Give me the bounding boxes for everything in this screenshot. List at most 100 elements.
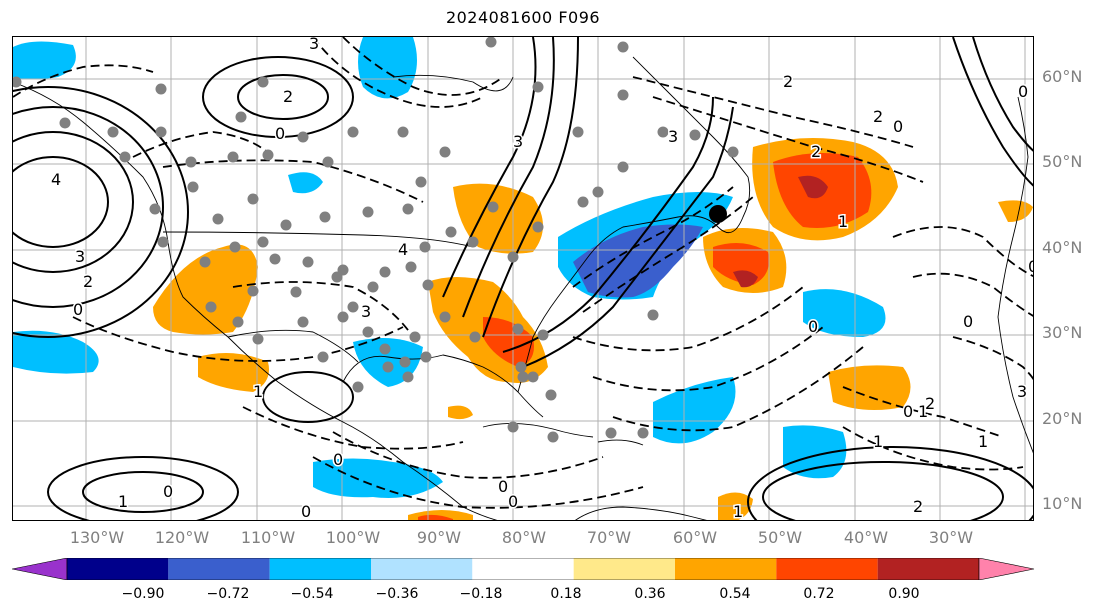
- contour-dashed-central-atlantic: [842, 386, 1004, 438]
- colorbar-tick-neg-018: −0.18: [459, 586, 503, 602]
- positive-field-max-nw: [733, 270, 758, 288]
- lon-label-50w: 50°W: [757, 528, 803, 547]
- contour-solid-trough-east-4: [502, 96, 714, 353]
- contour-dashed-west: [72, 316, 404, 362]
- observation-dot: [247, 285, 259, 297]
- observation-dot: [420, 351, 432, 363]
- contour-solid-canada-high-2: [202, 56, 354, 138]
- contour-solid-tropical-atlantic-2: [747, 446, 1033, 520]
- contour-solid-tropical-atlantic: [762, 461, 1004, 520]
- observation-dot: [507, 421, 519, 433]
- observation-dot: [439, 146, 451, 158]
- contour-label: 1: [733, 502, 743, 521]
- negative-field-north: [358, 37, 417, 99]
- contour-label: 2: [783, 72, 793, 91]
- coastline-europe-africa: [997, 96, 1033, 454]
- observation-dot: [347, 301, 359, 313]
- colorbar-extend-low: [12, 558, 68, 580]
- observation-dot: [545, 389, 557, 401]
- colorbar-tick-054: 0.54: [719, 586, 751, 602]
- contour-label: 0: [963, 312, 973, 331]
- contour-label: 0: [73, 300, 83, 319]
- contour-dashed-central-us: [232, 281, 414, 338]
- observation-dot: [515, 361, 527, 373]
- contour-label: 0: [163, 482, 173, 501]
- observation-dot: [149, 203, 161, 215]
- contour-dashed-east: [892, 226, 1033, 278]
- contour-label: 3: [513, 132, 523, 151]
- lat-label-20n: 20°N: [1042, 409, 1083, 428]
- observation-dot: [269, 253, 281, 265]
- positive-field-caribbean: [448, 405, 473, 420]
- contour-solid-sw-pacific-2: [47, 456, 239, 520]
- observation-dot: [637, 427, 649, 439]
- contour-solid-ne-high-2: [972, 37, 1033, 152]
- contour-label: 2: [873, 107, 883, 126]
- contour-solid-trough-east-2: [462, 37, 555, 318]
- colorbar-tick-neg-072: −0.72: [206, 586, 250, 602]
- observation-dot: [107, 126, 119, 138]
- contour-label: 4: [398, 240, 408, 259]
- observation-dot: [577, 196, 589, 208]
- contour-label: 0: [808, 317, 818, 336]
- colorbar-segment: [776, 558, 878, 580]
- observation-dot: [439, 311, 451, 323]
- contour-dashed-north-2: [342, 37, 504, 96]
- contour-label: 2: [283, 87, 293, 106]
- observation-dot: [362, 206, 374, 218]
- observation-dot: [485, 37, 497, 48]
- contour-label: 1: [838, 212, 848, 231]
- lat-label-40n: 40°N: [1042, 238, 1083, 257]
- border-us-mexico: [227, 329, 359, 363]
- lon-label-120w: 120°W: [154, 528, 210, 547]
- contour-solid-trough-east-3: [482, 37, 579, 338]
- contour-label: 3: [75, 247, 85, 266]
- contour-dashed-canada: [632, 76, 914, 148]
- observation-dot: [235, 111, 247, 123]
- observation-dot: [297, 131, 309, 143]
- contour-label: 1: [918, 402, 928, 421]
- observation-dot: [297, 316, 309, 328]
- observation-dot: [347, 126, 359, 138]
- negative-field-central-atlantic: [803, 289, 886, 337]
- colorbar-segment: [472, 558, 574, 580]
- observation-dot: [257, 236, 269, 248]
- observation-dot: [445, 226, 457, 238]
- observation-dot: [199, 256, 211, 268]
- contour-dashed-coastal-2: [582, 196, 754, 313]
- observation-dot: [469, 331, 481, 343]
- contour-dashed-plains: [162, 159, 424, 203]
- contour-label: 2: [83, 272, 93, 291]
- observation-dot: [647, 309, 659, 321]
- contour-label: 3: [668, 127, 678, 146]
- contour-label: 0: [301, 502, 311, 521]
- contour-label: 0: [498, 477, 508, 496]
- colorbar-segment: [371, 558, 473, 580]
- observation-dot: [257, 76, 269, 88]
- observation-dot: [517, 371, 529, 383]
- observation-dot: [532, 221, 544, 233]
- positive-field-central: [828, 365, 911, 411]
- colorbar-tick-072: 0.72: [803, 586, 835, 602]
- colorbar-tick-090: 0.90: [888, 586, 920, 602]
- observation-points: [13, 37, 739, 443]
- observation-dot: [185, 156, 197, 168]
- observation-dot: [290, 286, 302, 298]
- observation-dot: [405, 261, 417, 273]
- observation-dot: [59, 117, 71, 129]
- contour-label: 0: [903, 402, 913, 421]
- lon-label-40w: 40°W: [843, 528, 889, 547]
- observation-dot: [280, 219, 292, 231]
- contour-solid-sw-pacific: [82, 471, 204, 513]
- location-marker: [709, 205, 727, 223]
- observation-dot: [399, 356, 411, 368]
- observation-dot: [379, 266, 391, 278]
- contour-solid-mexico: [262, 371, 354, 423]
- observation-dot: [302, 256, 314, 268]
- coastline-hudson-bay: [392, 74, 514, 92]
- observation-dot: [379, 343, 391, 355]
- positive-field-west: [153, 244, 258, 335]
- contour-dashed-central-atlantic-2: [842, 426, 1024, 471]
- observation-dot: [155, 83, 167, 95]
- negative-field-east-pacific: [313, 458, 443, 498]
